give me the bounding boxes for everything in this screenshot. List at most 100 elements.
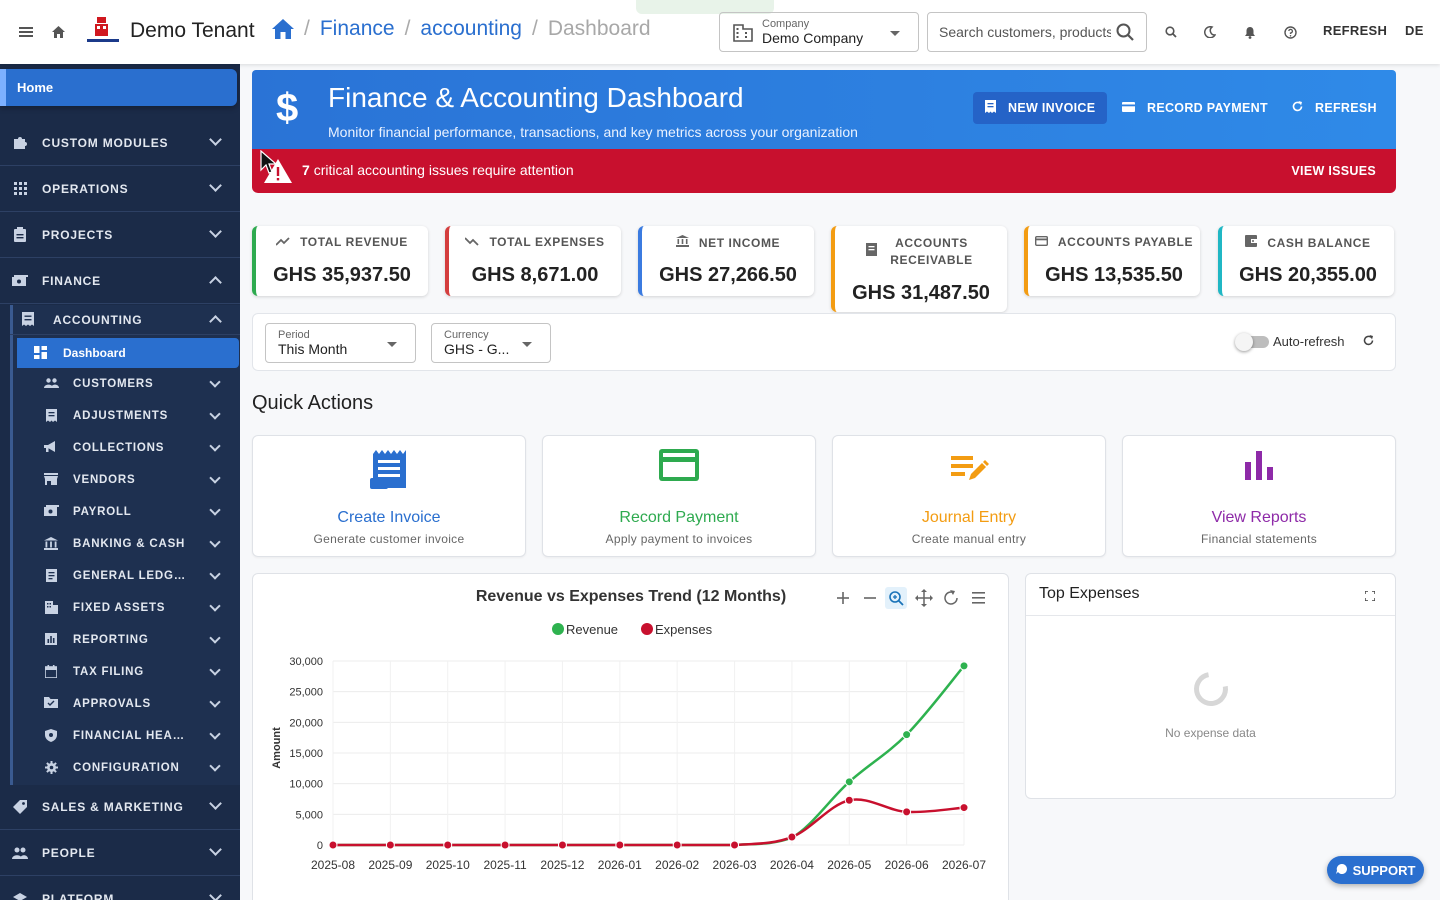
sidebar-item-sales-marketing[interactable]: SALES & MARKETING [0, 784, 240, 830]
chevron-down-icon [209, 536, 221, 548]
data-point-expenses [672, 840, 682, 850]
sidebar-item-payroll[interactable]: PAYROLL [30, 496, 240, 528]
breadcrumb-accounting[interactable]: accounting [420, 17, 522, 40]
pan-icon[interactable] [915, 589, 933, 607]
chart-legend: Revenue Expenses [552, 622, 713, 637]
sidebar-item-vendors[interactable]: VENDORS [30, 464, 240, 496]
currency-select[interactable]: Currency GHS - G... [431, 323, 551, 363]
quick-action-subtitle: Generate customer invoice [313, 532, 465, 546]
sidebar-item-adjustments[interactable]: ADJUSTMENTS [30, 400, 240, 432]
menu-icon[interactable] [14, 20, 38, 44]
kpi-value: GHS 8,671.00 [471, 264, 599, 286]
sidebar-item-projects[interactable]: PROJECTS [0, 212, 240, 258]
sidebar-item-tax-filing[interactable]: TAX FILING [30, 656, 240, 688]
sidebar-item-accounting[interactable]: ACCOUNTING [10, 305, 240, 335]
chevron-up-icon [209, 276, 222, 289]
chart-series [328, 661, 969, 850]
sidebar-item-approvals[interactable]: APPROVALS [30, 688, 240, 720]
chevron-down-icon [209, 376, 221, 388]
sidebar-item-general-ledger[interactable]: GENERAL LEDGER [30, 560, 240, 592]
bell-icon[interactable] [1238, 20, 1262, 44]
sidebar-item-label: PLATFORM [42, 891, 115, 900]
quick-action-record-payment[interactable]: Record Payment Apply payment to invoices [542, 435, 816, 557]
breadcrumb-finance[interactable]: Finance [319, 17, 395, 40]
chart-menu-icon[interactable] [972, 592, 985, 604]
sidebar-item-financial-health[interactable]: FINANCIAL HEALTH [30, 720, 240, 752]
sidebar-item-customers[interactable]: CUSTOMERS [30, 368, 240, 400]
sidebar-item-dashboard[interactable]: Dashboard [17, 338, 239, 368]
quick-action-journal-entry[interactable]: Journal Entry Create manual entry [832, 435, 1106, 557]
chevron-down-icon [209, 728, 221, 740]
record-payment-button[interactable]: RECORD PAYMENT [1122, 92, 1268, 124]
new-invoice-button[interactable]: NEW INVOICE [973, 92, 1108, 124]
sidebar-item-collections[interactable]: COLLECTIONS [30, 432, 240, 464]
sidebar-item-banking-cash[interactable]: BANKING & CASH [30, 528, 240, 560]
chevron-down-icon [387, 342, 397, 347]
fullscreen-icon[interactable] [1364, 588, 1376, 602]
zoom-in-icon[interactable] [837, 592, 849, 604]
company-select[interactable]: Company Demo Company [719, 12, 919, 52]
legend-item-revenue[interactable]: Revenue [552, 622, 618, 637]
reset-zoom-icon[interactable] [944, 590, 958, 605]
chevron-down-icon [522, 342, 532, 347]
language-switcher[interactable]: DE [1405, 23, 1424, 38]
toast-remnant [636, 0, 774, 14]
topbar-refresh-button[interactable]: REFRESH [1323, 23, 1388, 38]
sidebar-item-label: ADJUSTMENTS [73, 410, 169, 422]
y-tick-label: 25,000 [289, 687, 323, 699]
sidebar-item-people[interactable]: PEOPLE [0, 830, 240, 876]
sidebar-item-label: PEOPLE [42, 845, 96, 860]
help-icon[interactable] [1278, 20, 1302, 44]
sidebar-item-label: SALES & MARKETING [42, 799, 184, 814]
sidebar-item-home[interactable]: Home [0, 69, 237, 106]
sidebar-item-platform[interactable]: PLATFORM [0, 876, 240, 900]
kpi-accounts-receivable: ACCOUNTS RECEIVABLE GHS 31,487.50 [831, 226, 1007, 312]
search-icon[interactable] [1159, 20, 1183, 44]
global-search[interactable] [927, 12, 1147, 52]
card-icon [1034, 235, 1048, 249]
banner-refresh-button[interactable]: REFRESH [1292, 92, 1377, 124]
quick-action-subtitle: Financial statements [1200, 532, 1318, 546]
auto-refresh-toggle[interactable] [1235, 333, 1269, 351]
sidebar-item-reporting[interactable]: REPORTING [30, 624, 240, 656]
chart-icon [43, 633, 59, 648]
page-title: Finance & Accounting Dashboard [328, 82, 744, 113]
sidebar-item-operations[interactable]: OPERATIONS [0, 166, 240, 212]
sidebar-item-custom-modules[interactable]: CUSTOM MODULES [0, 120, 240, 166]
building-icon [43, 601, 59, 617]
sidebar-item-fixed-assets[interactable]: FIXED ASSETS [30, 592, 240, 624]
sidebar-item-label: CUSTOMERS [73, 378, 154, 390]
period-select[interactable]: Period This Month [265, 323, 416, 363]
chevron-down-icon [209, 472, 221, 484]
quick-actions-title: Quick Actions [252, 392, 374, 414]
home-icon[interactable] [46, 20, 70, 44]
page-subtitle: Monitor financial performance, transacti… [328, 124, 858, 140]
moon-icon[interactable] [1198, 20, 1222, 44]
refresh-icon[interactable] [1363, 333, 1374, 349]
search-input[interactable] [939, 24, 1111, 40]
kpi-total-expenses: TOTAL EXPENSES GHS 8,671.00 [445, 226, 621, 296]
sidebar-item-configuration[interactable]: CONFIGURATION [30, 752, 240, 784]
kpi-value: GHS 20,355.00 [1239, 264, 1377, 286]
dollar-icon: $ [276, 86, 299, 130]
selection-zoom-icon[interactable] [885, 587, 907, 609]
legend-item-expenses[interactable]: Expenses [641, 622, 713, 637]
quick-action-create-invoice[interactable]: Create Invoice Generate customer invoice [252, 435, 526, 557]
sidebar-item-label: Dashboard [63, 346, 126, 360]
kpi-label: ACCOUNTS PAYABLE [1057, 235, 1194, 249]
support-button[interactable]: SUPPORT [1327, 856, 1424, 884]
view-issues-button[interactable]: VIEW ISSUES [1291, 164, 1376, 178]
kpi-value: GHS 13,535.50 [1045, 264, 1183, 286]
megaphone-icon [43, 441, 59, 456]
dashboard-icon [34, 346, 47, 362]
tenant-logo [84, 15, 122, 47]
sidebar-item-label: GENERAL LEDGER [73, 570, 188, 582]
quick-action-view-reports[interactable]: View Reports Financial statements [1122, 435, 1396, 557]
data-point-expenses [500, 840, 510, 850]
chevron-down-icon [209, 133, 222, 146]
tenant-name: Demo Tenant [130, 19, 255, 42]
breadcrumb-home-icon[interactable] [272, 19, 294, 39]
search-icon[interactable] [1116, 23, 1134, 46]
card-icon [1122, 101, 1135, 115]
sidebar-item-finance[interactable]: FINANCE [0, 258, 240, 304]
